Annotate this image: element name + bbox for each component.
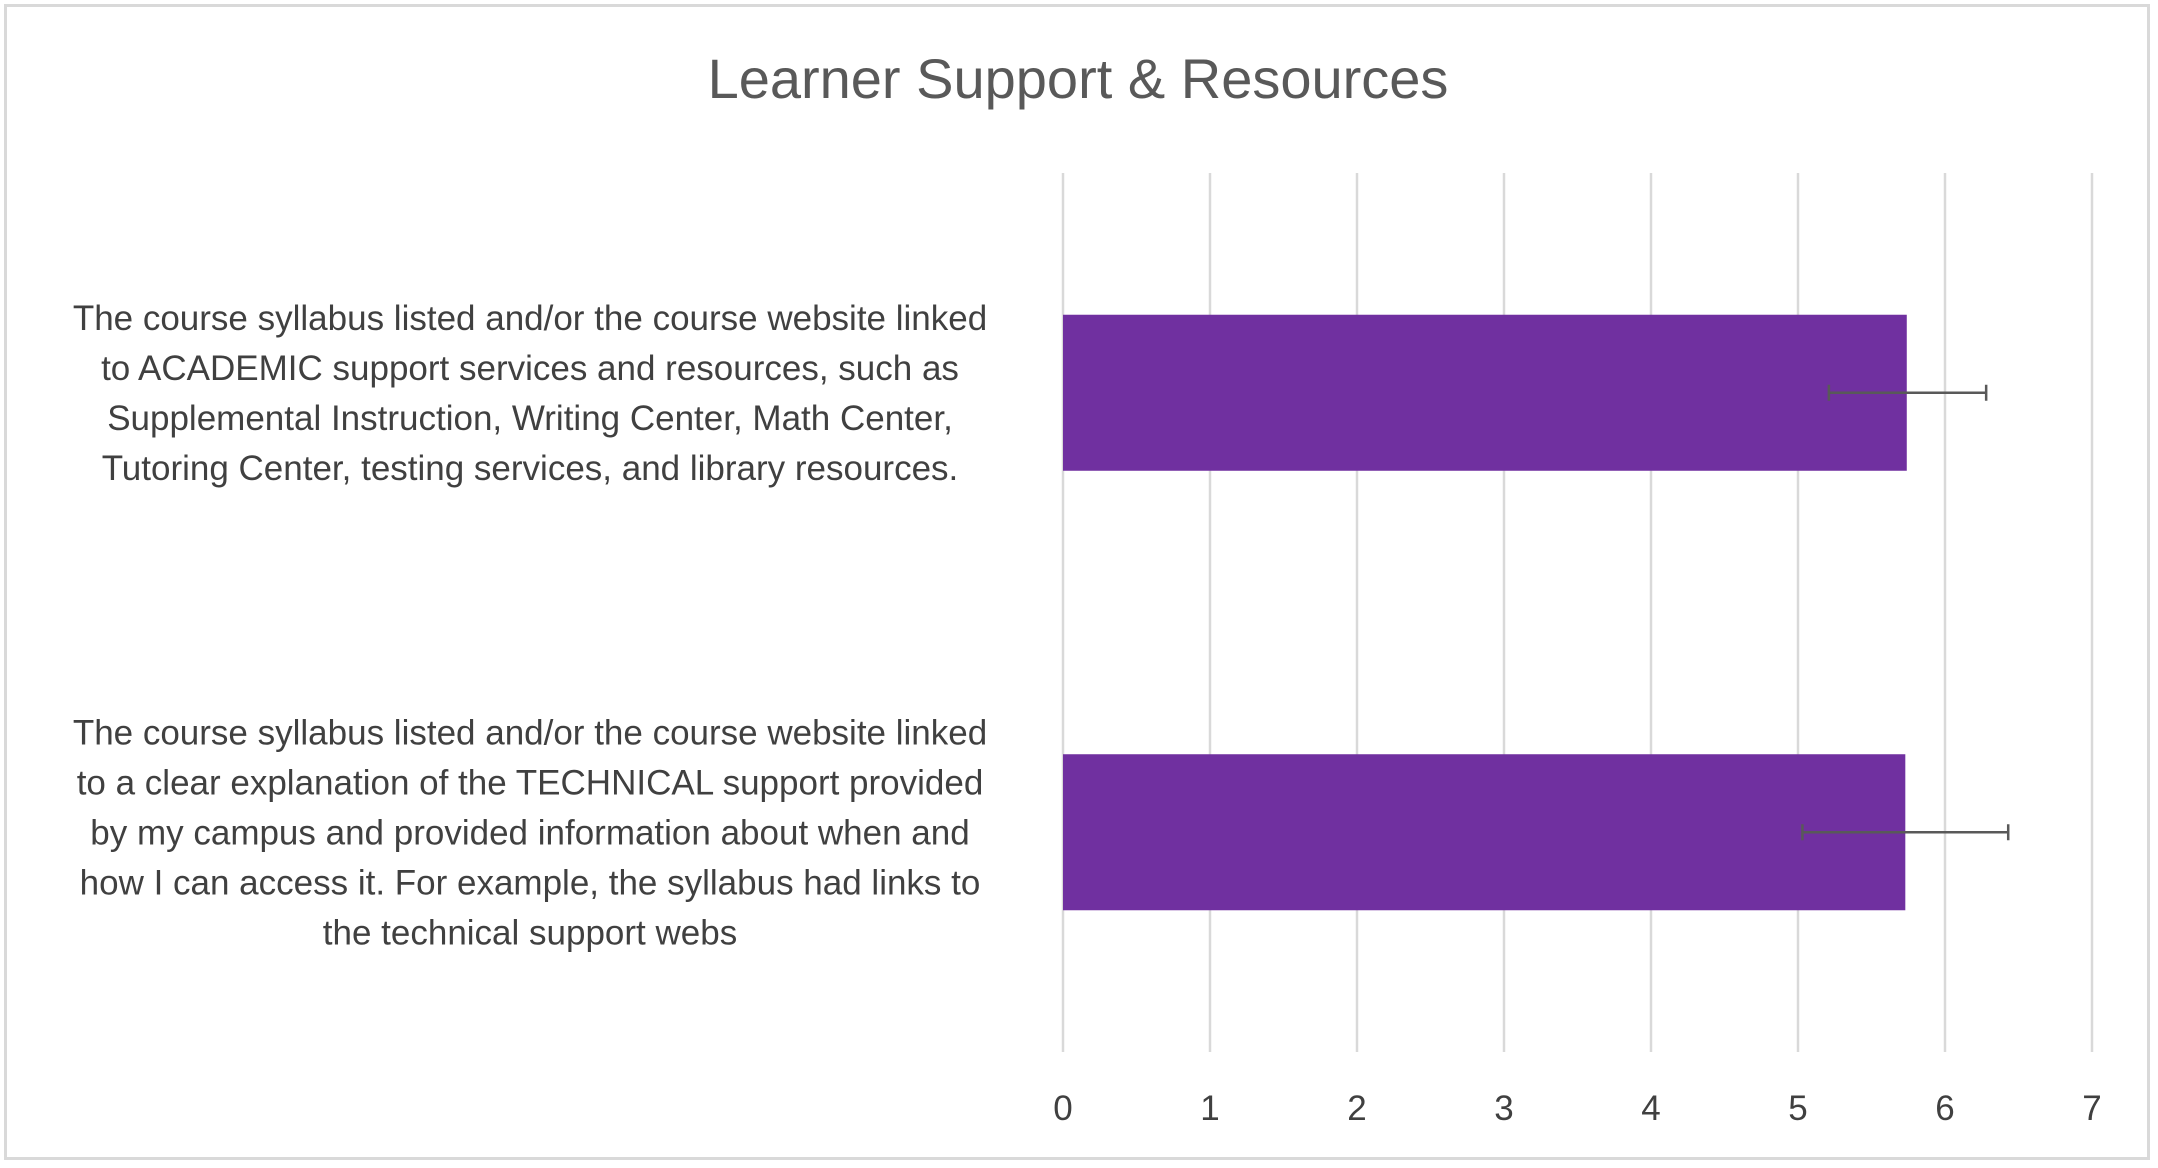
category-label-2: The course syllabus listed and/or the co… [73,713,987,952]
x-tick-label-6: 6 [1935,1089,1954,1128]
chart-title: Learner Support & Resources [708,47,1449,110]
x-tick-label-4: 4 [1641,1089,1660,1128]
x-axis-ticks: 0 1 2 3 4 5 6 7 [1053,1089,2101,1128]
bars [1063,314,1907,911]
chart-frame [4,4,2150,1160]
x-tick-label-3: 3 [1494,1089,1513,1128]
x-tick-label-7: 7 [2082,1089,2101,1128]
bar-2 [1063,754,1906,911]
category-label-1: The course syllabus listed and/or the co… [73,299,987,488]
error-bar-2 [1801,824,2010,841]
category-labels: The course syllabus listed and/or the co… [73,299,987,953]
x-tick-label-2: 2 [1347,1089,1366,1128]
x-tick-label-1: 1 [1200,1089,1219,1128]
gridlines [1061,173,2094,1052]
error-bar-1 [1827,384,1988,401]
x-tick-label-0: 0 [1053,1089,1072,1128]
bar-1 [1063,314,1907,471]
error-bars [1801,384,2010,841]
x-tick-label-5: 5 [1788,1089,1807,1128]
